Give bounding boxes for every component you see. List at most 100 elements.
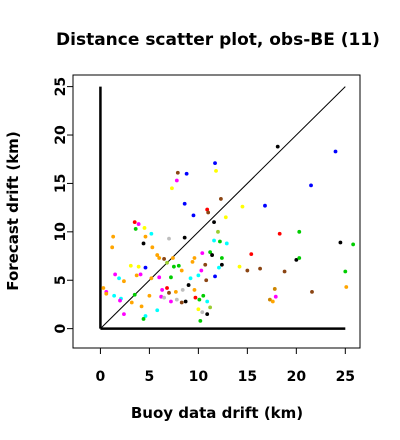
data-point xyxy=(133,220,137,224)
data-point xyxy=(167,237,171,241)
data-point xyxy=(274,295,278,299)
y-tick-label: 25 xyxy=(53,77,69,96)
data-point xyxy=(249,252,253,256)
data-point xyxy=(213,274,217,278)
y-tick-label: 20 xyxy=(53,125,69,145)
data-point xyxy=(197,298,201,302)
plot-frame xyxy=(73,75,360,348)
data-point xyxy=(191,260,195,264)
y-tick-label: 10 xyxy=(53,222,69,242)
data-point xyxy=(122,312,126,316)
data-point xyxy=(140,304,144,308)
data-point xyxy=(104,292,108,296)
data-point xyxy=(220,256,224,260)
data-point xyxy=(200,310,204,314)
data-point xyxy=(278,232,282,236)
data-point xyxy=(118,299,122,303)
data-point xyxy=(111,235,115,239)
data-point xyxy=(351,243,355,247)
data-point xyxy=(139,273,143,277)
data-point xyxy=(334,150,338,154)
data-point xyxy=(276,145,280,149)
data-point xyxy=(297,256,301,260)
data-point xyxy=(175,298,179,302)
data-point xyxy=(198,319,202,323)
data-point xyxy=(155,308,159,312)
data-point xyxy=(241,205,245,209)
data-point xyxy=(134,227,138,231)
y-axis: 0 5 10 15 20 25 xyxy=(53,77,73,334)
x-tick-label: 15 xyxy=(238,369,257,385)
data-point xyxy=(155,253,159,257)
data-point xyxy=(117,276,121,280)
data-point xyxy=(217,266,221,270)
data-point xyxy=(181,288,185,292)
data-point xyxy=(309,183,313,187)
y-tick-label: 0 xyxy=(53,324,69,334)
x-tick-label: 25 xyxy=(336,369,355,385)
data-point xyxy=(113,273,117,277)
x-tick-label: 10 xyxy=(189,369,209,385)
data-point xyxy=(203,263,207,267)
data-point xyxy=(201,294,205,298)
data-point xyxy=(273,287,277,291)
data-point xyxy=(142,242,146,246)
data-point xyxy=(180,301,184,305)
chart-title: Distance scatter plot, obs-BE (11) xyxy=(56,30,380,50)
data-point xyxy=(130,301,134,305)
data-point xyxy=(343,270,347,274)
data-point xyxy=(162,296,166,300)
data-point xyxy=(258,267,262,271)
data-point xyxy=(129,264,133,268)
data-point xyxy=(200,251,204,255)
data-point xyxy=(169,275,173,279)
data-point xyxy=(216,230,220,234)
x-axis: 0 5 10 15 20 25 xyxy=(96,348,355,385)
data-point xyxy=(144,266,148,270)
data-point xyxy=(214,169,218,173)
x-tick-label: 20 xyxy=(287,369,307,385)
data-point xyxy=(339,241,343,245)
data-point xyxy=(101,286,105,290)
data-point xyxy=(169,300,173,304)
data-point xyxy=(149,276,153,280)
data-point xyxy=(196,307,200,311)
data-point xyxy=(212,220,216,224)
data-point xyxy=(142,317,146,321)
data-point xyxy=(225,242,229,246)
data-point xyxy=(137,222,141,226)
data-point xyxy=(283,270,287,274)
data-point xyxy=(297,230,301,234)
data-point xyxy=(212,239,216,243)
data-point xyxy=(245,269,249,273)
data-point xyxy=(187,283,191,287)
data-point xyxy=(165,261,169,265)
data-point xyxy=(196,273,200,277)
data-point xyxy=(180,269,184,273)
data-point xyxy=(219,197,223,201)
x-tick-label: 0 xyxy=(96,369,106,385)
data-point xyxy=(122,279,126,283)
data-point xyxy=(192,213,196,217)
data-point xyxy=(205,300,209,304)
data-point xyxy=(170,186,174,190)
reference-diagonal-line xyxy=(100,87,345,329)
x-tick-label: 5 xyxy=(145,369,155,385)
x-axis-label: Buoy data drift (km) xyxy=(131,404,303,422)
data-point xyxy=(160,288,164,292)
data-point xyxy=(183,202,187,206)
data-point xyxy=(177,264,181,268)
y-tick-label: 5 xyxy=(53,275,69,285)
data-point xyxy=(110,245,114,249)
data-point xyxy=(183,236,187,240)
data-point xyxy=(171,256,175,260)
data-point xyxy=(194,296,198,300)
data-point xyxy=(133,293,137,297)
data-point xyxy=(199,269,203,273)
data-point xyxy=(193,288,197,292)
y-axis-label: Forecast drift (km) xyxy=(4,131,22,290)
data-point xyxy=(148,294,152,298)
data-point xyxy=(271,300,275,304)
data-point xyxy=(137,265,141,269)
